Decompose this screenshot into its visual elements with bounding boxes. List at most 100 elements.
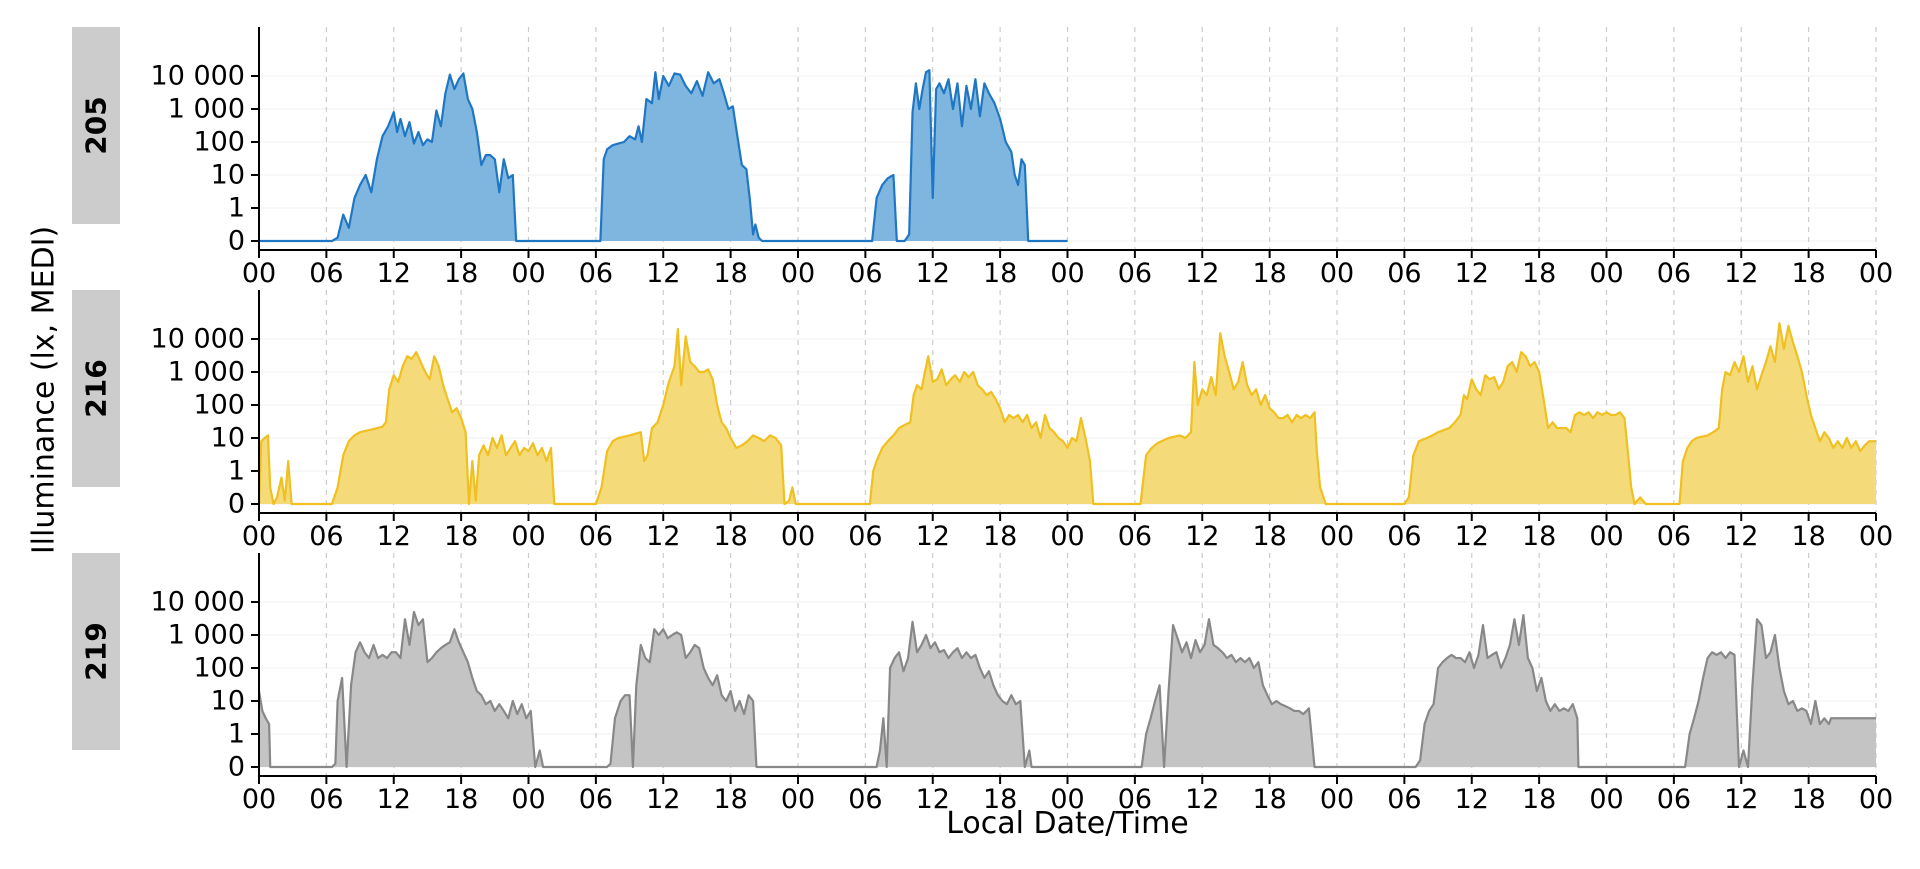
- x-tick-label: 18: [713, 784, 747, 815]
- x-tick-label: 18: [713, 521, 747, 552]
- series-area: [259, 323, 1876, 504]
- x-tick-label: 06: [579, 521, 613, 552]
- y-tick-label: 10 000: [151, 324, 245, 355]
- x-tick-label: 12: [646, 784, 680, 815]
- x-tick-label: 18: [1252, 521, 1286, 552]
- x-tick-label: 18: [1522, 784, 1556, 815]
- x-tick-label: 12: [377, 784, 411, 815]
- x-tick-label: 00: [1320, 258, 1354, 289]
- x-tick-label: 00: [1320, 521, 1354, 552]
- x-tick-label: 18: [1252, 784, 1286, 815]
- x-tick-label: 00: [242, 258, 276, 289]
- x-tick-label: 06: [1657, 258, 1691, 289]
- y-tick-label: 10: [211, 686, 245, 717]
- panel-strip: [72, 553, 120, 750]
- series-area: [259, 611, 1876, 767]
- x-tick-label: 18: [983, 784, 1017, 815]
- x-tick-label: 18: [444, 784, 478, 815]
- x-tick-label: 12: [916, 521, 950, 552]
- x-tick-label: 00: [1859, 521, 1893, 552]
- x-tick-label: 00: [1050, 521, 1084, 552]
- y-tick-label: 1 000: [168, 620, 245, 651]
- x-tick-label: 00: [781, 784, 815, 815]
- y-tick-label: 0: [228, 226, 245, 257]
- x-tick-label: 12: [1455, 258, 1489, 289]
- x-tick-label: 12: [916, 784, 950, 815]
- x-tick-label: 06: [848, 258, 882, 289]
- x-tick-label: 12: [646, 258, 680, 289]
- panel-label: 216: [80, 359, 113, 417]
- y-tick-label: 10 000: [151, 587, 245, 618]
- x-tick-label: 06: [309, 258, 343, 289]
- x-tick-label: 06: [848, 784, 882, 815]
- x-tick-label: 18: [983, 521, 1017, 552]
- x-tick-label: 12: [1455, 521, 1489, 552]
- y-tick-label: 1: [228, 719, 245, 750]
- x-tick-label: 00: [242, 521, 276, 552]
- x-tick-label: 06: [1387, 258, 1421, 289]
- x-tick-label: 00: [1050, 784, 1084, 815]
- y-tick-label: 10 000: [151, 61, 245, 92]
- x-tick-label: 12: [1185, 258, 1219, 289]
- panel-strip: [72, 290, 120, 487]
- x-tick-label: 06: [579, 784, 613, 815]
- x-tick-label: 06: [579, 258, 613, 289]
- x-tick-label: 18: [1522, 521, 1556, 552]
- series-line: [259, 69, 1068, 243]
- x-tick-label: 12: [1455, 784, 1489, 815]
- y-tick-label: 10: [211, 160, 245, 191]
- x-tick-label: 18: [1791, 258, 1825, 289]
- x-tick-label: 18: [444, 258, 478, 289]
- x-tick-label: 06: [1657, 521, 1691, 552]
- y-tick-label: 10: [211, 423, 245, 454]
- y-tick-label: 100: [193, 390, 245, 421]
- y-tick-label: 100: [193, 653, 245, 684]
- x-tick-label: 18: [1791, 521, 1825, 552]
- series-line: [257, 610, 1876, 769]
- x-tick-label: 00: [511, 258, 545, 289]
- x-tick-label: 12: [916, 258, 950, 289]
- x-tick-label: 00: [781, 258, 815, 289]
- series-area: [259, 70, 1068, 241]
- panel-label: 219: [80, 622, 113, 680]
- x-tick-label: 06: [1657, 784, 1691, 815]
- x-tick-label: 18: [444, 521, 478, 552]
- y-tick-label: 1 000: [168, 94, 245, 125]
- x-tick-label: 18: [713, 258, 747, 289]
- panel-strip: [72, 27, 120, 224]
- y-tick-label: 100: [193, 127, 245, 158]
- x-tick-label: 00: [1589, 258, 1623, 289]
- y-tick-label: 0: [228, 752, 245, 783]
- y-tick-label: 0: [228, 489, 245, 520]
- x-tick-label: 12: [646, 521, 680, 552]
- x-tick-label: 12: [1185, 784, 1219, 815]
- x-axis-label: Local Date/Time: [946, 806, 1189, 841]
- x-tick-label: 18: [1252, 258, 1286, 289]
- x-tick-label: 12: [1724, 784, 1758, 815]
- x-tick-label: 12: [1185, 521, 1219, 552]
- x-tick-label: 06: [309, 521, 343, 552]
- x-tick-label: 00: [1589, 784, 1623, 815]
- x-tick-label: 12: [1724, 521, 1758, 552]
- x-tick-label: 00: [1859, 258, 1893, 289]
- y-tick-label: 1: [228, 193, 245, 224]
- x-tick-label: 18: [1791, 784, 1825, 815]
- x-tick-label: 00: [511, 784, 545, 815]
- x-tick-label: 12: [377, 258, 411, 289]
- x-tick-label: 18: [983, 258, 1017, 289]
- y-tick-label: 1: [228, 456, 245, 487]
- x-tick-label: 06: [1387, 521, 1421, 552]
- x-tick-label: 00: [242, 784, 276, 815]
- x-tick-label: 06: [1118, 521, 1152, 552]
- x-tick-label: 00: [1859, 784, 1893, 815]
- x-tick-label: 12: [1724, 258, 1758, 289]
- x-tick-label: 18: [1522, 258, 1556, 289]
- panel-label: 205: [80, 96, 113, 154]
- x-tick-label: 06: [1118, 784, 1152, 815]
